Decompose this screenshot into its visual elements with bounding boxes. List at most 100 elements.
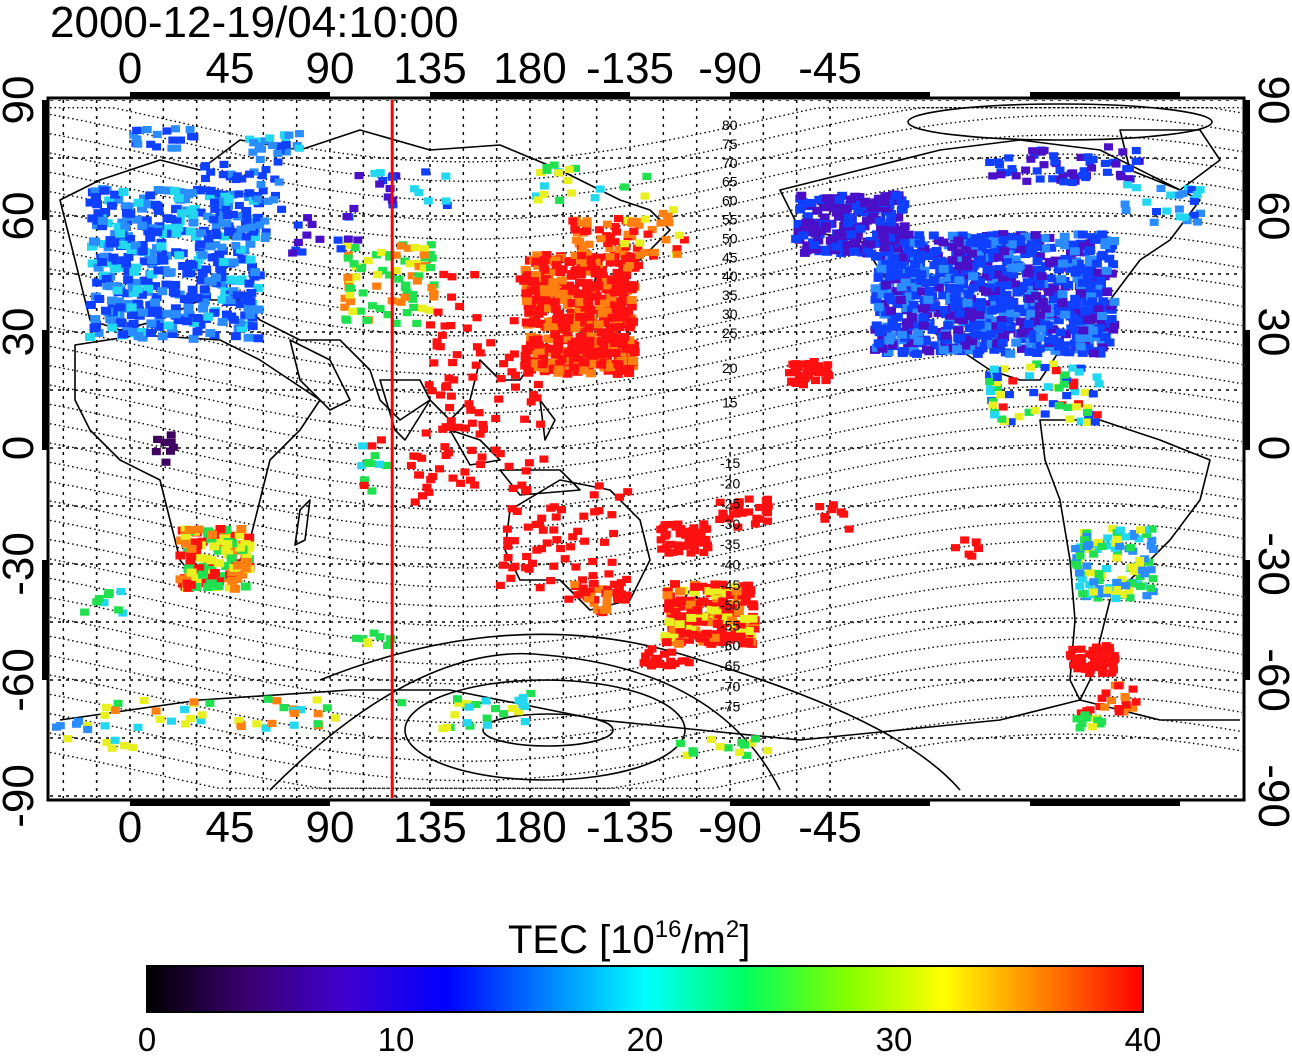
tec-cell [1028,147,1038,155]
tec-cell [999,294,1010,303]
tec-cell [183,295,194,304]
tec-cell [549,562,559,570]
tec-cell [1100,159,1110,167]
tec-cell [115,303,126,312]
tec-cell [219,294,230,303]
tec-cell [421,429,431,437]
tec-cell [397,699,407,707]
tec-cell [531,257,542,266]
tec-cell [226,554,237,563]
tec-cell [602,599,612,607]
tec-cell [536,168,546,176]
tec-cell [265,134,275,142]
tec-cell [521,344,532,353]
tec-cell [723,744,733,752]
tec-cell [985,283,996,292]
tec-cell [186,206,197,215]
tec-cell [862,216,872,225]
tec-cell [102,703,111,711]
tec-cell [1075,333,1086,342]
contour-label: 45 [722,249,738,265]
tec-cell [938,238,949,247]
tec-cell [213,582,224,591]
tec-cell [447,273,457,281]
tec-cell [799,248,810,257]
tec-cell [640,192,650,200]
tec-cell [199,285,210,294]
tec-cell [1095,702,1105,711]
tec-cell [730,502,740,510]
tec-cell [884,292,894,301]
tec-cell [1022,278,1033,287]
tec-cell [85,301,96,309]
tec-cell [133,332,144,341]
tec-cell [133,198,144,207]
tec-cell [90,315,101,324]
tec-cell [985,317,996,326]
tec-cell [170,289,181,298]
tec-cell [847,202,858,210]
tec-cell [213,546,224,555]
tec-cell [661,236,671,244]
tec-cell [1069,661,1078,669]
tec-cell [1006,233,1017,241]
tec-cell [524,459,534,467]
tec-cell [607,558,617,566]
tec-cell [358,442,368,450]
tec-cell [1069,339,1080,348]
tec-cell [628,345,639,354]
geomagnetic-latitude-line [50,366,1242,453]
tec-cell [1092,545,1102,553]
tec-cell [161,458,171,466]
tec-cell [1055,166,1065,174]
tec-cell [354,172,364,180]
tec-cell [827,506,837,514]
tec-cell [1034,302,1045,311]
tec-cell [913,328,924,337]
tec-cell [897,349,908,357]
tec-cell [595,185,605,193]
tec-cell [803,361,813,369]
tec-cell [85,332,96,341]
tec-cell [763,747,773,755]
tec-cell [830,200,841,209]
latitude-label: 0 [0,436,43,460]
tec-cell [446,392,456,400]
tec-cell [719,600,730,609]
tec-cell [1077,719,1087,728]
tec-cell [227,190,238,199]
tec-cell [237,175,247,183]
tec-cell [255,221,265,229]
tec-cell [707,618,718,627]
left-latitude-labels: 9060300-30-60-90 [0,76,43,828]
tec-cell [579,342,590,351]
tec-cell [923,252,934,261]
tec-cell [440,322,450,330]
tec-cell [1076,417,1086,425]
tec-cell [1120,200,1130,208]
tec-cell [1003,315,1014,324]
tec-cell [253,305,264,314]
tec-cell [359,481,369,489]
tec-cell [455,302,465,311]
tec-cell [412,452,422,460]
tec-cell [1097,312,1107,320]
tec-cell [254,142,264,150]
tec-cell [933,283,944,292]
tec-cell [584,339,595,348]
tec-cell [998,230,1009,239]
tec-cell [727,604,737,613]
tec-cell [575,298,585,307]
tec-cell [414,272,424,280]
tec-cell [673,541,683,549]
tec-cell [617,340,628,349]
tec-cell [1075,552,1085,560]
tec-cell [1116,173,1126,181]
tec-cell [634,261,644,270]
tec-cell [1148,575,1158,583]
tec-cell [230,584,240,593]
tec-cell [871,198,882,207]
tec-cell [418,492,427,500]
tec-cell [735,620,746,629]
tec-cell [900,278,911,287]
